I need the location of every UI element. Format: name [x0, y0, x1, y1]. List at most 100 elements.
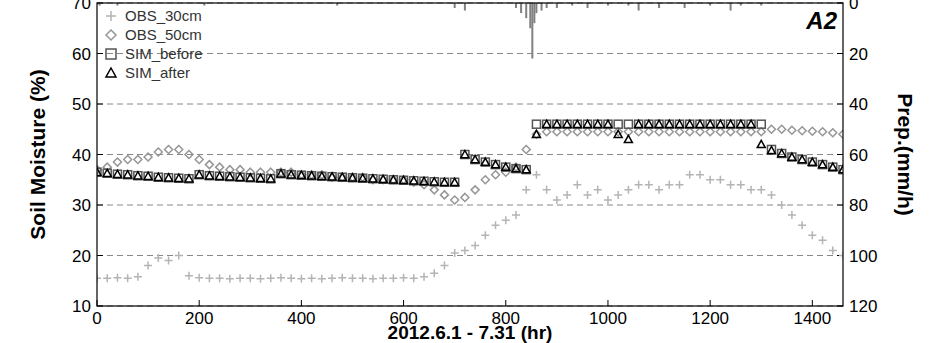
marker: [635, 181, 643, 189]
marker: [308, 172, 316, 179]
marker: [308, 172, 316, 180]
marker: [124, 156, 132, 164]
grid-line: [97, 104, 843, 105]
marker: [277, 170, 285, 178]
marker: [655, 186, 663, 194]
marker: [440, 178, 448, 186]
marker: [543, 120, 551, 128]
marker: [624, 120, 632, 128]
marker: [655, 128, 663, 136]
marker: [471, 241, 479, 249]
marker: [798, 156, 806, 164]
tick: [97, 205, 103, 206]
marker: [195, 274, 203, 282]
marker: [297, 171, 305, 179]
marker: [675, 120, 683, 127]
y2-tick-label: 20: [849, 45, 868, 64]
marker: [655, 120, 663, 128]
marker: [348, 274, 356, 282]
marker: [665, 120, 673, 127]
marker: [106, 30, 116, 40]
marker: [154, 173, 162, 180]
marker: [430, 186, 438, 194]
marker: [297, 275, 305, 283]
marker: [737, 120, 745, 127]
marker: [584, 191, 592, 199]
marker: [767, 146, 775, 153]
grid-line: [97, 53, 843, 54]
marker: [451, 249, 459, 257]
marker: [553, 128, 561, 136]
marker: [829, 163, 837, 171]
marker: [584, 120, 592, 128]
marker: [216, 172, 224, 180]
marker: [165, 257, 173, 265]
marker: [328, 173, 336, 180]
precip-bar: [454, 3, 456, 8]
marker: [246, 174, 254, 182]
marker: [492, 171, 500, 179]
x-tick-label: 0: [92, 309, 101, 328]
tick: [505, 300, 506, 306]
marker: [778, 125, 786, 133]
marker: [798, 156, 806, 163]
marker: [338, 173, 346, 181]
marker: [716, 120, 724, 128]
marker: [277, 274, 285, 282]
marker: [328, 274, 336, 282]
marker: [522, 145, 530, 153]
precip-bar: [730, 3, 732, 11]
legend: OBS_30cmOBS_50cmSIM_beforeSIM_after: [106, 7, 203, 81]
marker: [154, 254, 162, 262]
grid-line: [97, 255, 843, 256]
marker: [829, 246, 837, 254]
marker: [614, 130, 622, 137]
marker: [185, 151, 193, 159]
marker: [481, 158, 489, 165]
marker: [819, 161, 827, 169]
marker: [502, 216, 510, 224]
marker: [573, 120, 581, 128]
marker: [665, 181, 673, 189]
marker: [226, 173, 234, 181]
tick: [812, 300, 813, 306]
marker: [492, 161, 500, 168]
precip-bar: [529, 3, 531, 28]
precip-bar: [525, 3, 527, 18]
marker: [757, 186, 765, 194]
marker: [563, 120, 571, 127]
marker: [420, 273, 428, 281]
marker: [297, 171, 305, 179]
marker: [767, 145, 775, 153]
x-axis-title: 2012.6.1 - 7.31 (hr): [388, 322, 553, 343]
marker: [175, 252, 183, 260]
marker: [532, 130, 540, 138]
marker: [635, 120, 643, 128]
marker: [400, 176, 408, 183]
marker: [124, 171, 132, 179]
marker: [165, 174, 173, 182]
marker: [778, 149, 786, 157]
tick: [607, 300, 608, 306]
marker: [185, 175, 193, 182]
marker: [440, 262, 448, 270]
marker: [645, 128, 653, 136]
marker: [389, 176, 397, 184]
marker: [205, 274, 213, 282]
marker: [686, 128, 694, 136]
marker: [103, 169, 111, 176]
marker: [522, 166, 530, 173]
precip-bar: [515, 3, 517, 8]
marker: [226, 275, 234, 283]
marker: [543, 186, 551, 194]
tick: [710, 300, 711, 306]
plot-area: [97, 3, 843, 283]
marker: [706, 128, 714, 136]
marker: [124, 171, 132, 178]
marker: [338, 173, 346, 180]
marker: [584, 128, 592, 136]
marker: [819, 128, 827, 136]
marker: [829, 129, 837, 137]
marker: [563, 128, 571, 136]
marker: [481, 176, 489, 184]
